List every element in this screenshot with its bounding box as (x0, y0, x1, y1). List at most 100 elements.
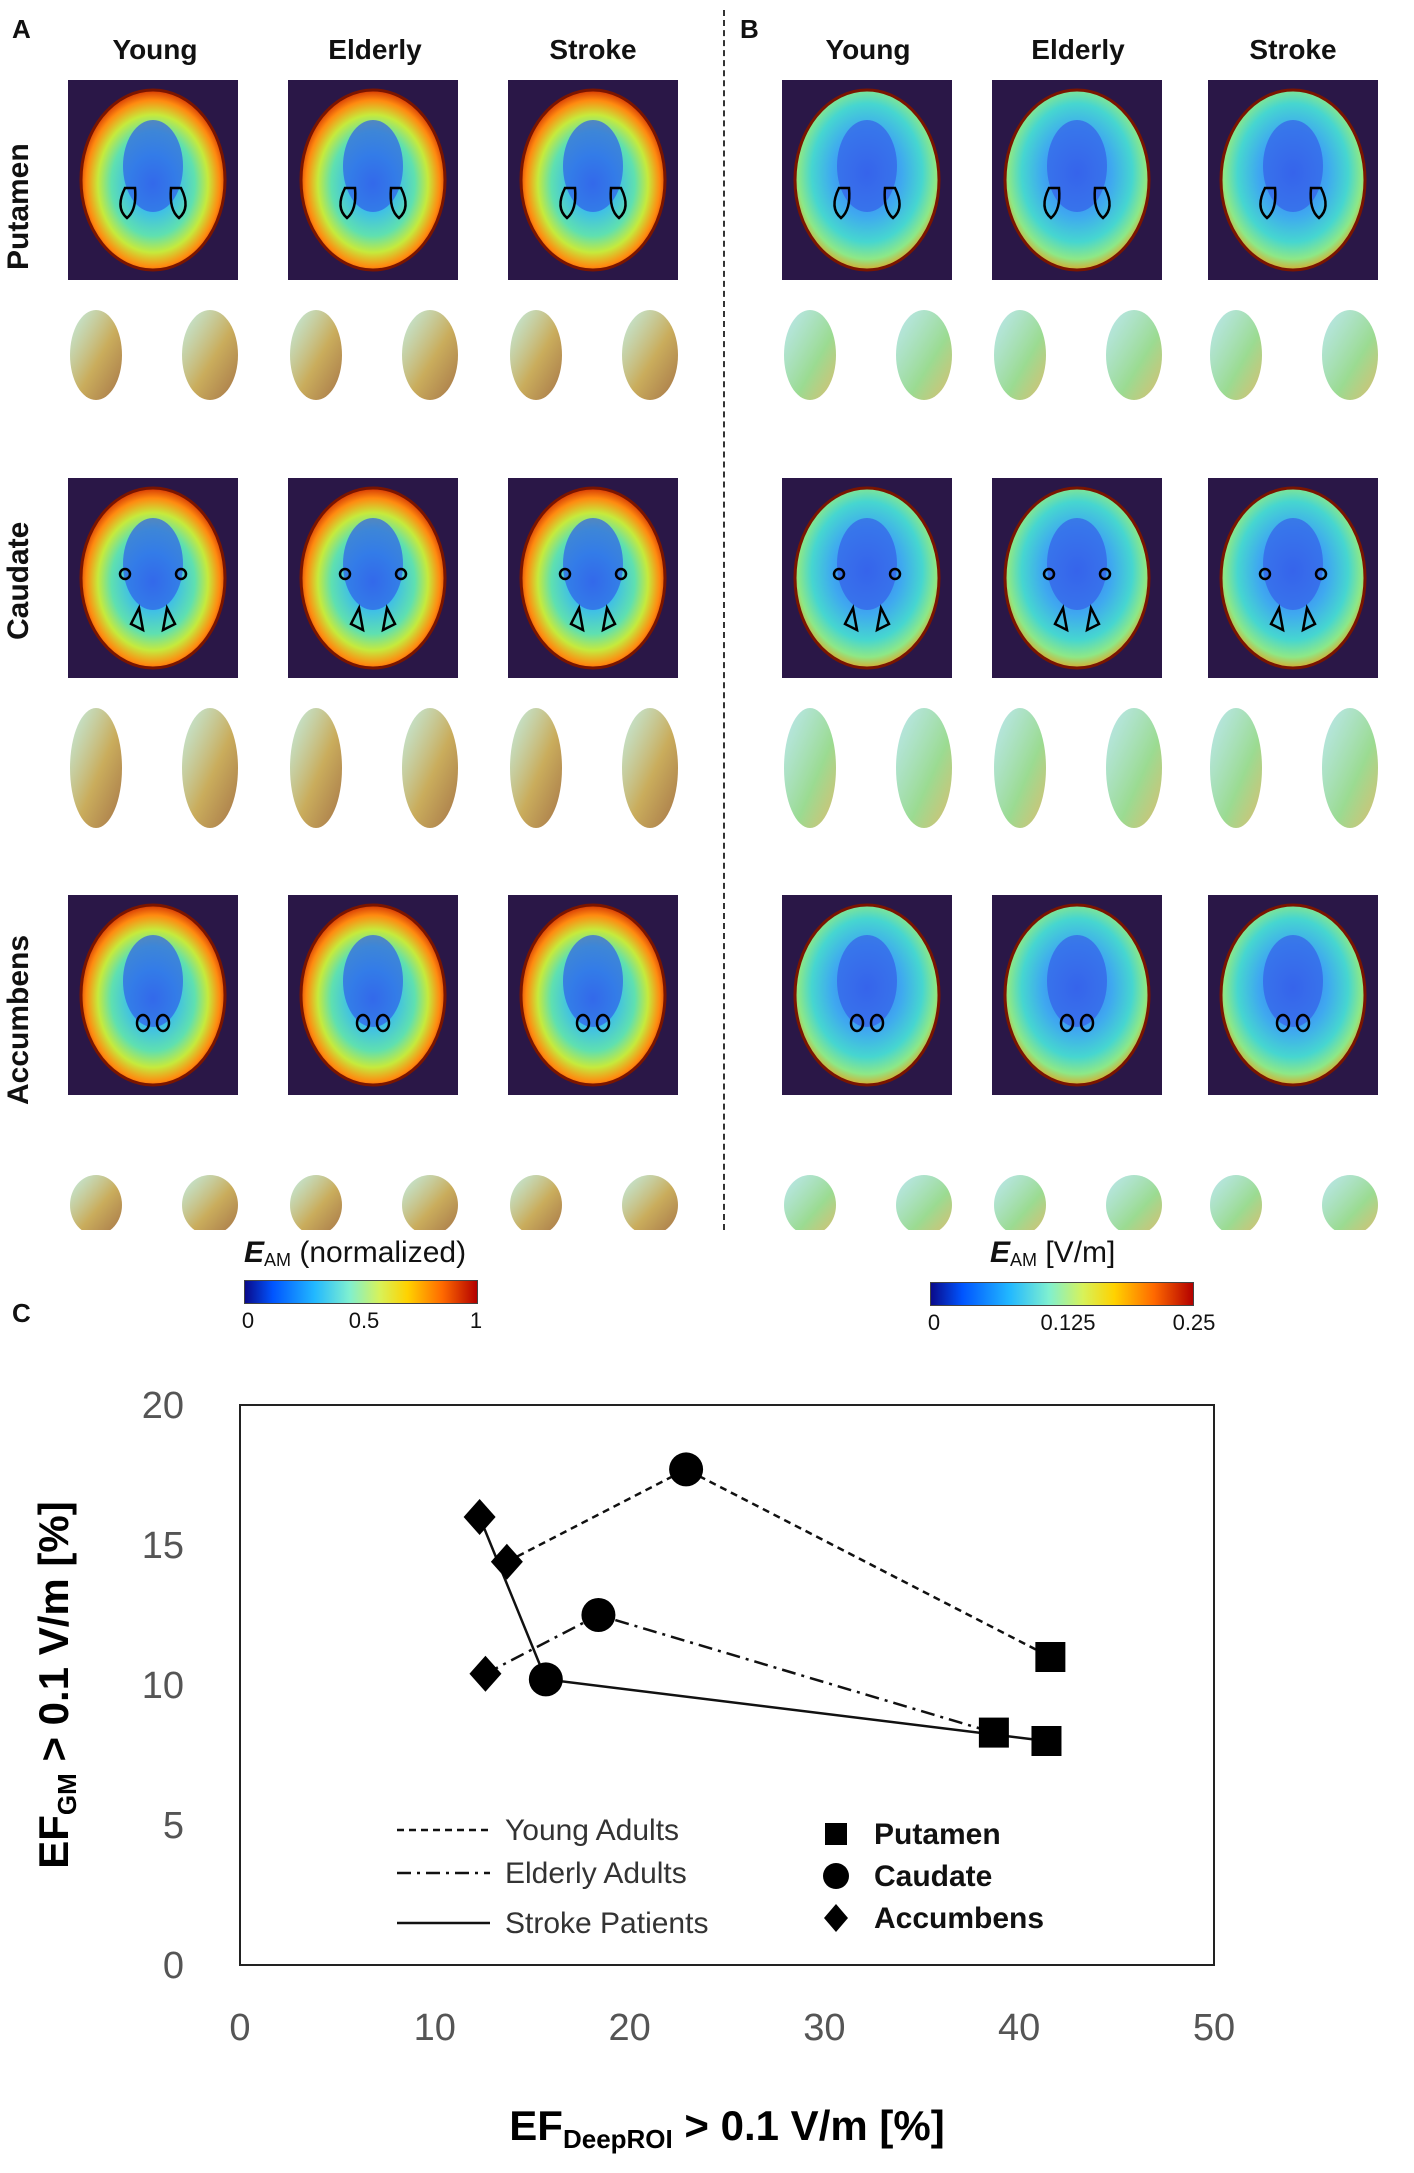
roi-3d-right (1106, 1175, 1162, 1230)
roi-3d-right (182, 1175, 238, 1230)
roi-3d-left (70, 310, 122, 400)
brain-core (123, 120, 183, 212)
roi-outline-right (174, 567, 188, 581)
roi-3d-right (622, 310, 678, 400)
y-tick-label: 10 (142, 1665, 184, 1707)
roi-outline-pair (129, 604, 177, 633)
legend-label: Stroke Patients (505, 1907, 708, 1940)
roi-outline-left (559, 186, 577, 220)
roi-3d-right (402, 1175, 458, 1230)
roi-outline-right (614, 567, 628, 581)
brain-a-putamen-1 (288, 80, 458, 400)
roi-outline-right (883, 186, 901, 220)
roi-3d-left (1210, 708, 1262, 828)
roi-outline-right (389, 186, 407, 220)
roi-outline-left (1258, 567, 1272, 581)
x-tick-label: 10 (414, 2007, 456, 2049)
legend-marker-caudate (823, 1863, 849, 1889)
legend-marker-label: Accumbens (874, 1902, 1044, 1935)
brain-a-putamen-2 (508, 80, 678, 400)
colorbar-a-title: EAM (normalized) (244, 1236, 467, 1270)
roi-3d-right (896, 708, 952, 828)
roi-3d-left (994, 1175, 1046, 1230)
roi-outline-pair (1269, 604, 1317, 633)
roi-outline-right (1098, 567, 1112, 581)
chart-frame (239, 1404, 1215, 1966)
roi-outline-right (375, 1013, 391, 1033)
roi-outline-left (558, 567, 572, 581)
roi-3d-right (896, 1175, 952, 1230)
colorbar-a-tick-1: 0.5 (348, 1308, 380, 1333)
brain-a-accumbens-0 (68, 895, 238, 1230)
data-point-caudate (669, 1452, 704, 1487)
brain-core (343, 518, 403, 610)
roi-outline-right (169, 186, 187, 220)
panel-letter-c: C (12, 1298, 31, 1328)
y-tick-label: 0 (163, 1945, 184, 1987)
brain-core (1047, 935, 1107, 1027)
colorbar-a (244, 1280, 478, 1304)
brain-core (1263, 518, 1323, 610)
colorbar-b (930, 1282, 1194, 1306)
roi-outline-right (155, 1013, 171, 1033)
roi-outline-right (888, 567, 902, 581)
data-point-caudate (581, 1598, 616, 1632)
brain-b-putamen-2 (1208, 80, 1378, 400)
roi-3d-left (994, 310, 1046, 400)
data-point-putamen (978, 1717, 1009, 1748)
brain-a-accumbens-2 (508, 895, 678, 1230)
brain-a-caudate-1 (288, 478, 458, 828)
roi-outline-left (338, 567, 352, 581)
roi-outline-right (595, 1013, 611, 1033)
roi-3d-left (784, 310, 836, 400)
col-head-b-young: Young (825, 34, 911, 65)
roi-3d-left (994, 708, 1046, 828)
roi-3d-left (290, 310, 342, 400)
brain-core (343, 120, 403, 212)
roi-outline-left (339, 186, 357, 220)
roi-3d-right (622, 1175, 678, 1230)
roi-outline-pair (843, 604, 891, 633)
colorbar-b-tick-2: 0.25 (1172, 1310, 1216, 1335)
roi-outline-left (118, 567, 132, 581)
roi-outline-right (1295, 1013, 1311, 1033)
colorbar-b-title: EAM [V/m] (990, 1236, 1116, 1270)
x-tick-label: 50 (1193, 2007, 1235, 2049)
x-tick-label: 20 (608, 2007, 650, 2049)
roi-3d-left (290, 1175, 342, 1230)
brain-b-caudate-0 (782, 478, 952, 828)
col-head-a-stroke: Stroke (549, 34, 637, 65)
col-head-a-elderly: Elderly (328, 34, 422, 65)
roi-outline-left (1043, 186, 1061, 220)
brain-core (837, 935, 897, 1027)
roi-3d-right (1322, 310, 1378, 400)
legend-marker-accumbens (824, 1904, 848, 1932)
colorbar-b-tick-1: 0.125 (1040, 1310, 1096, 1335)
brain-core (1047, 518, 1107, 610)
data-point-accumbens (463, 1499, 496, 1535)
roi-outline-pair (1053, 604, 1101, 633)
brain-b-accumbens-2 (1208, 895, 1378, 1230)
roi-3d-left (510, 1175, 562, 1230)
roi-outline-left (355, 1013, 371, 1033)
roi-outline-right (609, 186, 627, 220)
roi-3d-left (784, 1175, 836, 1230)
legend-label: Elderly Adults (505, 1857, 687, 1890)
data-point-caudate (528, 1662, 563, 1697)
roi-3d-right (402, 310, 458, 400)
brain-core (1047, 120, 1107, 212)
roi-outline-right (1309, 186, 1327, 220)
brain-a-accumbens-1 (288, 895, 458, 1230)
brain-core (837, 120, 897, 212)
x-tick-label: 0 (229, 2007, 250, 2049)
roi-outline-left (1275, 1013, 1291, 1033)
data-point-accumbens (490, 1543, 523, 1580)
roi-3d-left (510, 708, 562, 828)
chart-legend: Young Adults Elderly Adults Stroke Patient… (397, 1814, 1044, 1940)
roi-3d-left (510, 310, 562, 400)
roi-3d-right (622, 708, 678, 828)
roi-outline-left (832, 567, 846, 581)
brain-core (343, 935, 403, 1027)
brain-a-caudate-2 (508, 478, 678, 828)
roi-3d-left (70, 708, 122, 828)
